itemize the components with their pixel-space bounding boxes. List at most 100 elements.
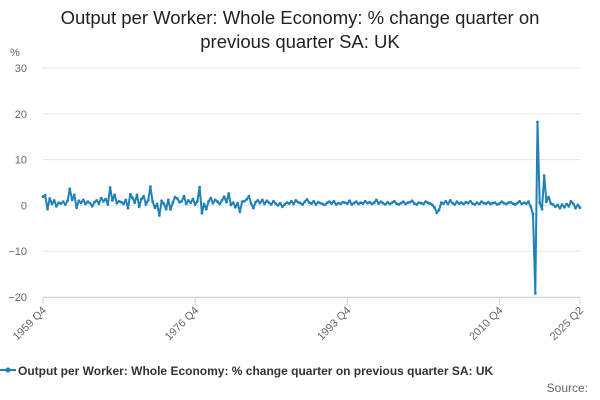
data-point[interactable] — [298, 201, 302, 205]
data-point[interactable] — [422, 202, 425, 206]
data-point[interactable] — [520, 202, 524, 206]
data-point[interactable] — [292, 202, 295, 206]
data-point[interactable] — [576, 203, 580, 207]
data-point[interactable] — [303, 200, 307, 204]
data-point[interactable] — [122, 202, 125, 206]
data-point[interactable] — [55, 204, 58, 208]
data-point[interactable] — [162, 202, 166, 206]
data-point[interactable] — [173, 195, 177, 199]
data-point[interactable] — [272, 199, 275, 203]
data-point[interactable] — [540, 207, 544, 211]
data-point[interactable] — [406, 201, 410, 205]
data-point[interactable] — [464, 200, 468, 204]
data-point[interactable] — [538, 201, 542, 205]
data-point[interactable] — [169, 208, 172, 211]
data-point[interactable] — [401, 200, 405, 204]
data-point[interactable] — [269, 203, 273, 206]
data-point[interactable] — [560, 203, 564, 206]
data-point[interactable] — [61, 200, 65, 204]
data-point[interactable] — [178, 200, 181, 204]
data-point[interactable] — [491, 201, 495, 205]
data-point[interactable] — [419, 201, 423, 205]
data-point[interactable] — [137, 205, 141, 209]
data-point[interactable] — [507, 201, 510, 205]
data-point[interactable] — [361, 202, 365, 206]
data-point[interactable] — [202, 202, 206, 206]
data-point[interactable] — [363, 199, 367, 203]
data-point[interactable] — [524, 202, 528, 206]
data-point[interactable] — [531, 212, 535, 216]
data-point[interactable] — [554, 205, 557, 209]
data-point[interactable] — [328, 200, 331, 204]
data-point[interactable] — [533, 291, 537, 295]
data-point[interactable] — [81, 198, 85, 202]
data-point[interactable] — [307, 201, 311, 205]
data-point[interactable] — [258, 201, 262, 205]
data-point[interactable] — [48, 197, 52, 200]
data-point[interactable] — [316, 200, 320, 204]
data-point[interactable] — [225, 200, 228, 204]
chart-legend[interactable]: Output per Worker: Whole Economy: % chan… — [0, 360, 600, 382]
data-point[interactable] — [88, 201, 92, 205]
data-point[interactable] — [171, 201, 175, 205]
data-point[interactable] — [486, 200, 490, 204]
data-point[interactable] — [263, 202, 266, 206]
data-point[interactable] — [77, 199, 81, 203]
data-point[interactable] — [243, 199, 246, 203]
data-point[interactable] — [247, 194, 251, 198]
data-point[interactable] — [59, 202, 63, 206]
data-point[interactable] — [274, 202, 278, 206]
data-point[interactable] — [236, 201, 240, 205]
data-point[interactable] — [182, 194, 186, 198]
data-point[interactable] — [104, 197, 108, 201]
data-point[interactable] — [574, 206, 577, 210]
data-point[interactable] — [498, 202, 501, 206]
data-point[interactable] — [545, 200, 548, 204]
data-point[interactable] — [536, 120, 539, 124]
data-point[interactable] — [569, 199, 573, 203]
data-point[interactable] — [93, 200, 96, 204]
data-point[interactable] — [345, 202, 349, 206]
data-point[interactable] — [372, 201, 376, 205]
data-point[interactable] — [410, 199, 414, 203]
data-point[interactable] — [397, 203, 401, 206]
data-point[interactable] — [238, 210, 242, 214]
data-point[interactable] — [388, 202, 392, 206]
data-point[interactable] — [249, 202, 253, 206]
data-point[interactable] — [515, 201, 519, 205]
data-point[interactable] — [375, 198, 378, 202]
data-point[interactable] — [260, 198, 264, 202]
data-point[interactable] — [482, 201, 486, 205]
data-point[interactable] — [323, 203, 327, 207]
data-point[interactable] — [108, 186, 112, 189]
data-point[interactable] — [153, 206, 157, 210]
data-point[interactable] — [124, 198, 128, 202]
data-point[interactable] — [473, 203, 477, 206]
data-point[interactable] — [46, 207, 49, 211]
data-point[interactable] — [495, 203, 499, 206]
data-point[interactable] — [542, 174, 546, 178]
data-point[interactable] — [471, 202, 474, 206]
data-point[interactable] — [453, 203, 457, 206]
data-point[interactable] — [187, 199, 190, 202]
data-point[interactable] — [314, 203, 318, 206]
data-point[interactable] — [408, 200, 412, 204]
data-point[interactable] — [460, 201, 463, 205]
data-point[interactable] — [285, 201, 289, 205]
data-point[interactable] — [140, 197, 143, 201]
data-point[interactable] — [439, 201, 443, 205]
data-point[interactable] — [435, 211, 439, 215]
data-point[interactable] — [549, 202, 553, 206]
data-point[interactable] — [128, 193, 132, 196]
data-point[interactable] — [66, 199, 69, 203]
data-point[interactable] — [522, 201, 526, 205]
data-point[interactable] — [383, 203, 387, 206]
data-point[interactable] — [341, 200, 345, 204]
data-point[interactable] — [204, 207, 208, 211]
data-point[interactable] — [267, 201, 271, 205]
data-point[interactable] — [310, 202, 313, 206]
data-point[interactable] — [102, 199, 105, 203]
data-point[interactable] — [234, 205, 237, 209]
data-point[interactable] — [113, 193, 116, 197]
data-point[interactable] — [95, 199, 99, 202]
